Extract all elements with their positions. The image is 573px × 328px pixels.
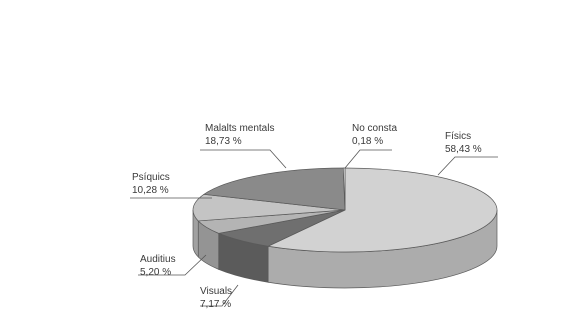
label-auditius-name: Auditius — [140, 254, 176, 265]
slice-no-consta — [342, 167, 346, 211]
leader-malalts-mentals — [200, 149, 287, 169]
label-fisics-name: Físics — [445, 131, 471, 142]
label-auditius-value: 5,20 % — [140, 267, 171, 278]
label-visuals-value: 7,17 % — [200, 299, 231, 310]
leader-lines — [130, 149, 498, 307]
label-psiquics-name: Psíquics — [132, 172, 170, 183]
label-no-consta-name: No consta — [352, 123, 397, 134]
label-fisics-value: 58,43 % — [445, 144, 482, 155]
leader-fisics — [437, 156, 498, 176]
label-visuals-name: Visuals — [200, 286, 232, 297]
label-malalts-mentals-name: Malalts mentals — [205, 123, 274, 134]
slice-psiquics — [192, 193, 346, 222]
label-no-consta-value: 0,18 % — [352, 136, 383, 147]
leader-auditius — [138, 254, 207, 276]
label-malalts-mentals-value: 18,73 % — [205, 136, 242, 147]
leader-no-consta — [344, 149, 392, 169]
slice-fisics — [266, 167, 498, 253]
slice-labels: Físics 58,43 % No consta 0,18 % Malalts … — [132, 123, 482, 310]
pie-tops — [192, 167, 498, 253]
label-psiquics-value: 10,28 % — [132, 185, 169, 196]
slice-malalts-mentals — [203, 167, 346, 211]
leader-visuals — [200, 284, 239, 307]
